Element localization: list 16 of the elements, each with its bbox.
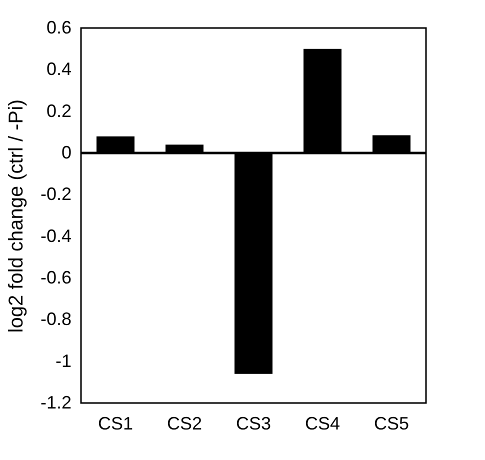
y-axis-title: log2 fold change (ctrl / -Pi) (5, 99, 28, 333)
y-tick-label: 0.2 (46, 100, 72, 121)
y-tick-label: 0.4 (46, 59, 72, 80)
x-tick-label: CS4 (304, 414, 340, 434)
y-tick-label: 0 (61, 142, 72, 162)
x-tick-label: CS2 (166, 414, 202, 434)
y-tick-label: -1 (55, 350, 72, 371)
x-tick-label: CS5 (374, 414, 410, 434)
y-tick-label: -0.8 (40, 309, 72, 330)
y-tick-label: -0.2 (40, 184, 72, 204)
x-tick-label: CS3 (236, 414, 272, 434)
y-tick-label: -0.6 (40, 268, 72, 288)
x-tick-label: CS1 (98, 414, 134, 434)
y-tick-label: -0.4 (40, 226, 72, 246)
y-tick-label: -1.2 (40, 392, 72, 412)
y-tick-label: 0.6 (46, 18, 72, 38)
